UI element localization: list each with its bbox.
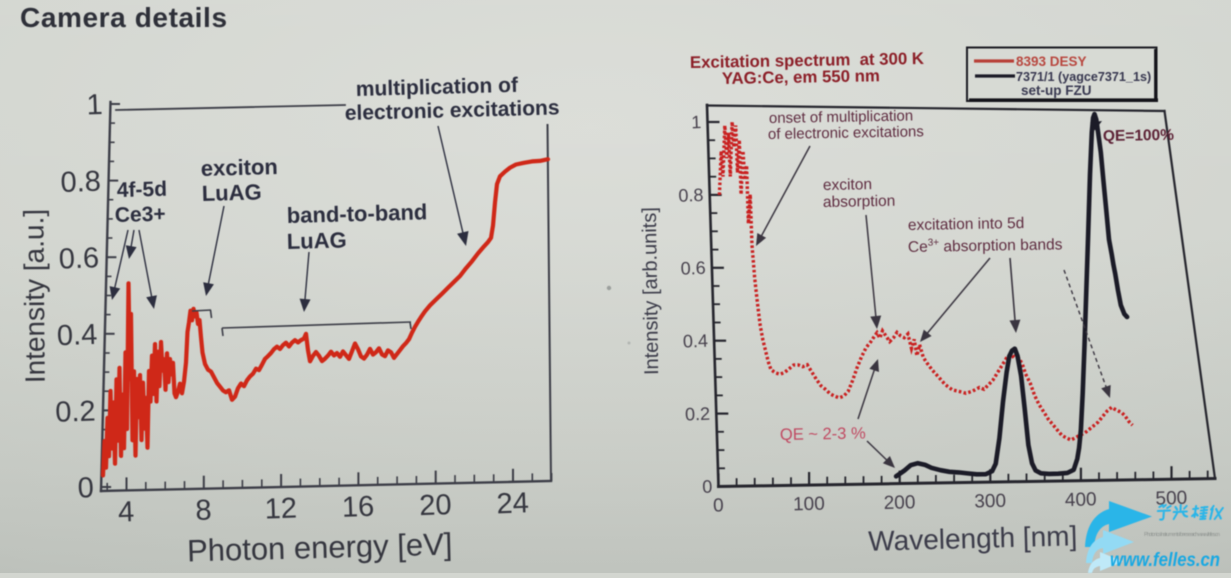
svg-text:LuAG: LuAG <box>201 179 262 206</box>
svg-text:0: 0 <box>77 472 94 505</box>
svg-text:Wavelength [nm]: Wavelength [nm] <box>868 520 1078 556</box>
svg-text:0: 0 <box>713 495 724 516</box>
svg-text:exciton: exciton <box>200 154 278 181</box>
svg-text:300: 300 <box>974 491 1006 513</box>
svg-text:Intensity [arb.units]: Intensity [arb.units] <box>639 207 663 375</box>
svg-text:0.2: 0.2 <box>685 404 711 425</box>
svg-text:Photonics Instruments for rese: Photonics Instruments for research www.f… <box>1144 532 1220 538</box>
svg-text:200: 200 <box>883 492 915 514</box>
svg-text:www.felles.cn: www.felles.cn <box>1110 550 1220 571</box>
svg-text:16: 16 <box>341 491 374 524</box>
svg-text:100: 100 <box>793 494 825 516</box>
svg-text:set-up FZU: set-up FZU <box>1021 83 1092 98</box>
svg-text:electronic excitations: electronic excitations <box>345 96 560 125</box>
svg-text:YAG:Ce, em 550 nm: YAG:Ce, em 550 nm <box>722 66 880 88</box>
svg-text:QE=100%: QE=100% <box>1103 127 1175 145</box>
svg-text:7371/1 (yagce7371_1s): 7371/1 (yagce7371_1s) <box>1016 70 1151 84</box>
svg-text:of electronic excitations: of electronic excitations <box>768 123 924 143</box>
svg-text:4: 4 <box>118 496 135 529</box>
svg-text:band-to-band: band-to-band <box>286 199 427 228</box>
svg-text:1: 1 <box>691 112 702 132</box>
svg-text:absorption: absorption <box>823 193 896 211</box>
svg-text:exciton: exciton <box>823 176 872 194</box>
svg-text:24: 24 <box>496 487 529 520</box>
svg-text:0.8: 0.8 <box>60 166 101 199</box>
svg-text:Ce3+ absorption bands: Ce3+ absorption bands <box>908 235 1063 256</box>
svg-text:onset of multiplication: onset of multiplication <box>769 107 914 127</box>
svg-text:1: 1 <box>86 89 103 122</box>
svg-text:8393 DESY: 8393 DESY <box>1016 54 1087 69</box>
svg-text:0.6: 0.6 <box>58 242 99 275</box>
svg-text:8: 8 <box>195 494 212 527</box>
svg-text:12: 12 <box>264 492 297 525</box>
svg-text:0.2: 0.2 <box>55 395 96 428</box>
svg-text:LuAG: LuAG <box>286 227 347 254</box>
svg-text:0.6: 0.6 <box>680 258 706 279</box>
svg-text:Intensity [a.u.]: Intensity [a.u.] <box>18 209 51 384</box>
svg-text:0: 0 <box>702 477 713 497</box>
svg-text:QE ~ 2-3 %: QE ~ 2-3 % <box>780 424 866 443</box>
svg-text:400: 400 <box>1065 489 1097 511</box>
svg-text:excitation into 5d: excitation into 5d <box>908 215 1025 234</box>
svg-text:Ce3+: Ce3+ <box>115 203 166 227</box>
svg-text:Excitation spectrum at 300 K: Excitation spectrum at 300 K <box>690 49 924 72</box>
svg-text:0.4: 0.4 <box>56 319 97 352</box>
svg-text:multiplication of: multiplication of <box>356 74 520 101</box>
svg-text:Camera details: Camera details <box>20 2 228 33</box>
svg-text:Photon energy [eV]: Photon energy [eV] <box>187 527 453 569</box>
svg-text:0.8: 0.8 <box>678 185 704 206</box>
svg-text:0.4: 0.4 <box>683 331 709 352</box>
svg-text:20: 20 <box>419 489 452 522</box>
svg-text:4f-5d: 4f-5d <box>117 178 168 202</box>
